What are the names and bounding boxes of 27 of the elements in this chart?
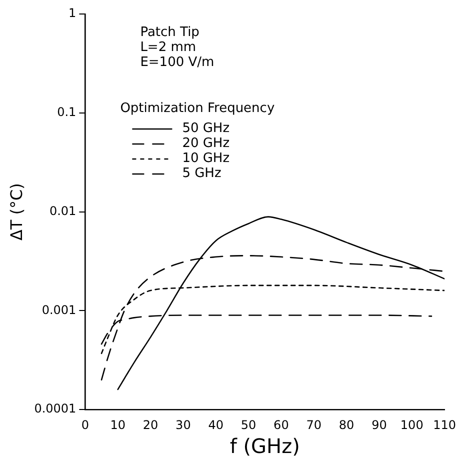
x-axis-title: f (GHz) [230,434,300,458]
y-axis-title: ΔT (°C) [6,183,26,241]
y-tick-label: 0.001 [42,302,76,317]
x-tick-label: 0 [81,418,90,432]
legend-title: Optimization Frequency [120,100,275,116]
y-tick-label: 1 [68,6,76,20]
annotation: L=2 mm [140,40,196,55]
legend-label: 10 GHz [182,150,230,166]
y-tick-label: 0.1 [57,105,76,120]
x-tick-label: 40 [208,418,224,432]
x-tick-label: 50 [240,418,256,432]
x-tick-label: 70 [306,418,322,432]
x-tick-label: 20 [142,418,158,432]
x-tick-label: 80 [338,418,354,432]
annotation: E=100 V/m [140,54,214,70]
annotation: Patch Tip [140,24,200,40]
y-tick-label: 0.0001 [34,402,76,416]
x-tick-label: 10 [110,418,126,432]
legend-label: 50 GHz [182,120,230,136]
x-tick-label: 100 [400,418,424,432]
legend-label: 20 GHz [182,136,230,151]
legend-label: 5 GHz [182,166,222,181]
x-tick-label: 60 [274,418,289,432]
x-tick-label: 110 [433,418,456,432]
x-tick-label: 90 [372,418,387,432]
x-tick-label: 30 [176,418,191,432]
y-tick-label: 0.01 [49,204,76,218]
